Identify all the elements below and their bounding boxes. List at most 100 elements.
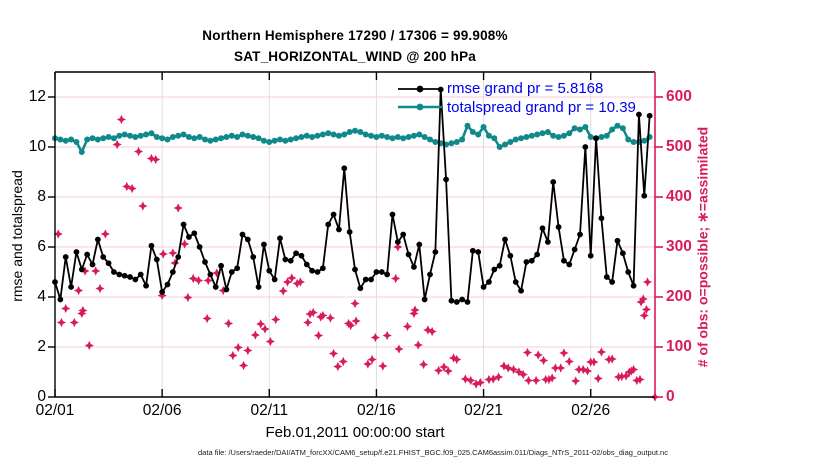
obs-count-marker <box>617 371 627 382</box>
rmse-marker <box>587 252 594 259</box>
rmse-marker <box>646 112 653 119</box>
totalspread-marker <box>73 139 80 145</box>
obs-count-marker <box>203 275 213 286</box>
rmse-marker <box>73 249 80 255</box>
left-y-tick-label: 12 <box>28 88 46 105</box>
rmse-marker <box>271 276 278 283</box>
obs-count-marker <box>233 342 243 353</box>
obs-count-marker <box>363 359 373 369</box>
rmse-marker <box>287 257 294 264</box>
obs-count-marker <box>80 266 90 276</box>
rmse-marker <box>169 269 176 275</box>
totalspread-marker <box>164 136 171 143</box>
obs-count-marker <box>308 307 318 318</box>
rmse-marker <box>100 254 107 260</box>
totalspread-marker <box>105 134 112 140</box>
obs-count-marker <box>260 324 270 334</box>
obs-count-marker <box>122 181 132 192</box>
obs-count-marker <box>410 305 420 315</box>
obs-count-marker <box>556 363 566 373</box>
totalspread-marker <box>335 132 342 139</box>
obs-count-marker <box>127 183 137 194</box>
obs-count-marker <box>100 229 110 239</box>
totalspread-marker <box>480 124 487 130</box>
totalspread-marker <box>127 132 133 139</box>
rmse-marker <box>121 272 128 279</box>
rmse-marker <box>298 252 305 259</box>
rmse-marker <box>534 251 541 258</box>
right-y-tick-label: 300 <box>666 238 692 255</box>
obs-count-marker <box>544 374 554 385</box>
obs-count-marker <box>133 146 144 157</box>
obs-count-marker <box>183 292 193 303</box>
rmse-marker <box>619 250 626 257</box>
rmse-marker <box>582 144 589 150</box>
obs-count-marker <box>138 201 148 211</box>
totalspread-marker <box>266 139 273 145</box>
obs-count-marker <box>223 318 234 329</box>
obs-count-marker <box>488 374 498 384</box>
plot-title-line2: SAT_HORIZONTAL_WIND @ 200 hPa <box>234 49 476 64</box>
obs-count-marker <box>95 283 105 294</box>
totalspread-marker <box>132 134 139 140</box>
rmse-marker <box>105 260 112 267</box>
rmse-marker <box>89 261 96 268</box>
obs-count-marker <box>238 360 249 371</box>
totalspread-marker <box>298 134 305 140</box>
obs-count-marker <box>514 367 524 377</box>
obs-count-marker <box>499 361 509 371</box>
totalspread-marker <box>357 129 364 135</box>
rmse-marker <box>427 271 433 278</box>
rmse-marker <box>250 254 257 260</box>
rmse-marker <box>357 285 364 292</box>
obs-count-marker <box>316 312 326 322</box>
totalspread-marker <box>153 134 160 140</box>
obs-count-marker <box>173 203 183 213</box>
obs-count-marker <box>378 361 388 371</box>
totalspread-marker <box>566 130 573 137</box>
rmse-marker <box>641 192 648 199</box>
rmse-marker <box>577 231 583 238</box>
rmse-marker <box>330 211 337 218</box>
rmse-marker <box>443 176 449 183</box>
rmse-marker <box>261 241 267 248</box>
obs-count-marker <box>503 363 513 373</box>
rmse-marker <box>512 279 519 285</box>
obs-count-marker <box>493 372 504 382</box>
rmse-marker <box>555 224 562 230</box>
totalspread-marker <box>330 131 337 138</box>
left-y-tick-label: 6 <box>37 238 46 255</box>
obs-count-marker <box>77 308 87 319</box>
legend-label-totalspread: totalspread grand pr = 10.39 <box>447 99 636 116</box>
totalspread-marker <box>400 135 407 142</box>
obs-count-marker <box>295 277 305 287</box>
x-tick-label: 02/21 <box>464 402 503 419</box>
obs-count-marker <box>157 290 167 301</box>
totalspread-marker <box>534 131 541 138</box>
totalspread-marker <box>148 130 155 137</box>
obs-count-marker <box>343 318 354 329</box>
totalspread-marker <box>560 132 567 139</box>
totalspread-marker <box>453 139 460 145</box>
obs-count-marker <box>78 305 88 316</box>
left-y-tick-label: 0 <box>37 388 46 405</box>
obs-count-marker <box>628 364 639 375</box>
obs-count-marker <box>394 344 404 354</box>
totalspread-marker <box>609 126 616 133</box>
totalspread-marker <box>293 135 300 142</box>
rmse-marker <box>571 246 578 253</box>
totalspread-marker <box>57 136 64 143</box>
x-tick-label: 02/01 <box>35 402 75 419</box>
data-file-caption: data file: /Users/raeder/DAI/ATM_forcXX/… <box>198 448 668 457</box>
rmse-marker <box>57 296 64 303</box>
right-y-tick-label: 500 <box>666 138 692 155</box>
obs-count-marker <box>56 317 67 328</box>
totalspread-marker <box>143 131 150 138</box>
legend-label-rmse: rmse grand pr = 5.8168 <box>447 80 604 97</box>
totalspread-marker <box>603 132 610 139</box>
totalspread-marker <box>212 136 219 143</box>
rmse-marker <box>132 276 139 283</box>
obs-count-marker <box>538 355 549 366</box>
totalspread-marker <box>202 136 208 143</box>
